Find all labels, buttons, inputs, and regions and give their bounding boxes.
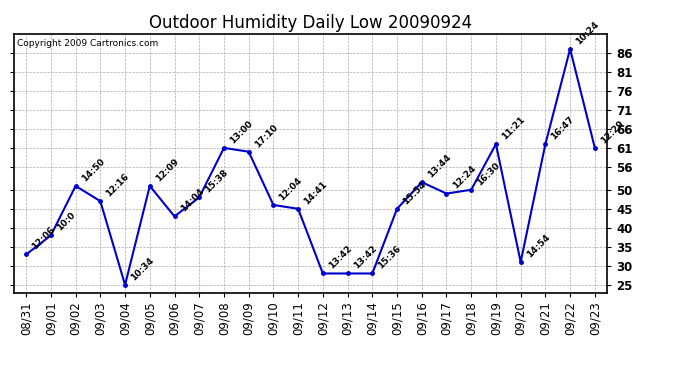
Text: 12:24: 12:24 xyxy=(451,164,477,191)
Text: 14:54: 14:54 xyxy=(525,232,551,259)
Text: 11:21: 11:21 xyxy=(500,115,526,141)
Text: 14:04: 14:04 xyxy=(179,187,206,214)
Text: 10:34: 10:34 xyxy=(129,255,156,282)
Text: 12:16: 12:16 xyxy=(104,172,131,198)
Text: 15:38: 15:38 xyxy=(204,168,230,195)
Text: 13:42: 13:42 xyxy=(327,244,354,271)
Text: 14:41: 14:41 xyxy=(302,179,329,206)
Text: 12:06: 12:06 xyxy=(30,225,57,252)
Text: 16:47: 16:47 xyxy=(549,114,576,141)
Text: 16:30: 16:30 xyxy=(475,160,502,187)
Text: Copyright 2009 Cartronics.com: Copyright 2009 Cartronics.com xyxy=(17,39,158,48)
Text: 10:0: 10:0 xyxy=(55,211,77,232)
Title: Outdoor Humidity Daily Low 20090924: Outdoor Humidity Daily Low 20090924 xyxy=(149,14,472,32)
Text: 14:50: 14:50 xyxy=(80,157,106,183)
Text: 15:36: 15:36 xyxy=(377,244,403,271)
Text: 17:10: 17:10 xyxy=(253,122,279,149)
Text: 10:24: 10:24 xyxy=(574,20,601,46)
Text: 12:09: 12:09 xyxy=(154,157,181,183)
Text: 15:54: 15:54 xyxy=(401,179,428,206)
Text: 13:42: 13:42 xyxy=(352,244,378,271)
Text: 13:00: 13:00 xyxy=(228,119,255,145)
Text: 12:29: 12:29 xyxy=(599,118,626,145)
Text: 12:04: 12:04 xyxy=(277,176,304,202)
Text: 13:44: 13:44 xyxy=(426,153,453,179)
